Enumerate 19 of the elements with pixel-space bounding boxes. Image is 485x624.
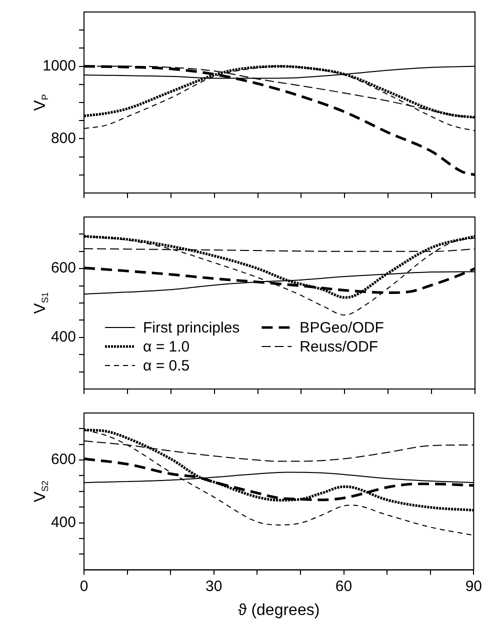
- y-tick-label: 800: [50, 130, 76, 147]
- y-tick-label: 600: [50, 260, 76, 277]
- legend-label: BPGeo/ODF: [300, 320, 384, 337]
- y-tick-label: 400: [50, 328, 76, 346]
- legend-label: First principles: [143, 320, 240, 337]
- x-tick-label: 0: [80, 578, 88, 595]
- legend-label: α = 0.5: [143, 358, 190, 375]
- x-tick-label: 60: [335, 578, 352, 595]
- x-tick-label: 30: [206, 578, 222, 595]
- x-tick-label: 90: [465, 578, 482, 595]
- y-tick-label: 600: [50, 451, 76, 468]
- y-axis-title: VS1: [32, 292, 50, 314]
- x-axis-title: ϑ (degrees): [238, 602, 320, 619]
- y-axis-title: VP: [32, 94, 50, 111]
- y-tick-label: 1000: [42, 57, 76, 74]
- y-tick-label: 400: [50, 514, 76, 531]
- legend-label: Reuss/ODF: [300, 338, 378, 356]
- legend-label: α = 1.0: [143, 338, 190, 356]
- y-axis-title: VS2: [32, 480, 50, 502]
